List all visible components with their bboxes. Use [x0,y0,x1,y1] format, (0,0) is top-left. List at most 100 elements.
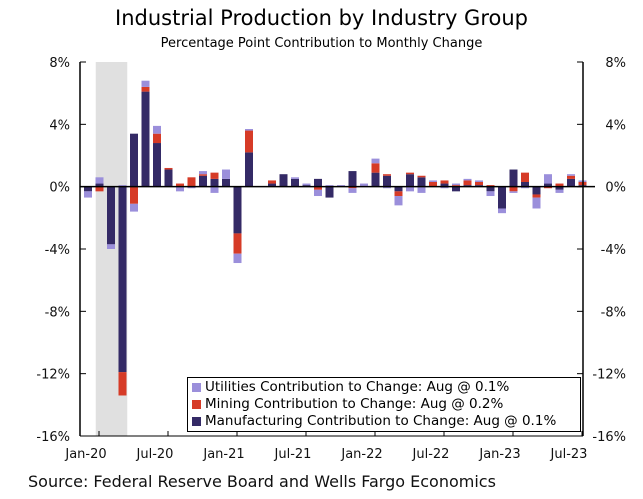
manufacturing-bar [394,186,403,192]
utilities-bar [498,208,506,214]
manufacturing-bar [371,172,380,187]
manufacturing-bar [314,178,322,187]
manufacturing-bar [141,91,150,187]
y-tick-label-left: -12% [36,368,70,383]
manufacturing-bar [348,171,357,187]
mining-bar [544,186,552,189]
source-note: Source: Federal Reserve Board and Wells … [28,472,496,491]
utilities-bar [544,174,552,184]
utilities-bar [463,178,472,181]
utilities-bar [210,186,219,193]
mining-bar [141,86,150,92]
manufacturing-bar [417,177,426,187]
manufacturing-bar [440,183,449,187]
chart-subtitle: Percentage Point Contribution to Monthly… [160,36,483,51]
mining-bar [394,191,403,197]
manufacturing-bar [130,133,138,187]
x-tick-label: Jan-21 [202,447,244,462]
utilities-bar [383,186,391,189]
utilities-bar [107,244,115,249]
manufacturing-bar [452,186,460,192]
mining-bar [532,194,541,198]
y-tick-label-left: -4% [45,243,70,258]
y-tick-label-left: -8% [45,305,70,320]
utilities-bar [233,253,242,264]
y-tick-label-left: -16% [36,430,70,445]
mining-bar [383,174,391,176]
utilities-bar [337,185,345,187]
manufacturing-bar [199,175,207,187]
utilities-bar [325,185,334,187]
legend-label-utilities: Utilities Contribution to Change: Aug @ … [205,379,510,395]
mining-bar [199,174,207,176]
manufacturing-bar [107,186,115,245]
y-tick-label-left: 0% [49,181,70,196]
utilities-bar [567,174,575,176]
mining-bar [130,186,138,204]
manufacturing-bar [279,174,288,187]
utilities-bar [348,188,357,193]
utilities-bar [371,158,380,164]
utilities-bar [176,186,184,192]
utilities-bar [394,196,403,206]
utilities-bar [222,169,230,179]
mining-bar [567,175,575,179]
mining-bar [314,186,322,190]
y-tick-label-right: -8% [601,305,626,320]
y-tick-label-left: 4% [49,118,70,133]
utilities-bar [84,191,92,198]
mining-bar [429,181,437,187]
manufacturing-bar [509,169,518,187]
utilities-bar [130,203,138,212]
mining-bar [475,181,483,186]
x-tick-label: Jul-20 [136,447,174,462]
x-tick-label: Jan-22 [340,447,382,462]
utilities-bar [199,171,207,175]
y-tick-label-right: -4% [601,243,626,258]
utilities-bar [245,129,253,131]
mining-bar [245,130,253,153]
manufacturing-bar [567,178,575,187]
mining-bar [176,183,184,187]
manufacturing-bar [302,185,311,187]
utilities-bar [521,186,529,189]
mining-bar [371,163,380,173]
mining-bar [164,167,173,170]
manufacturing-bar [164,169,173,187]
y-tick-label-right: -16% [592,430,626,445]
manufacturing-bar [544,183,552,187]
x-tick-label: Jan-20 [64,447,106,462]
mining-bar [406,172,414,175]
mining-bar [521,172,529,182]
manufacturing-bar [475,185,483,187]
manufacturing-bar [245,152,253,187]
legend-item-utilities: Utilities Contribution to Change: Aug @ … [192,379,576,396]
manufacturing-bar [291,178,299,187]
utilities-bar [153,125,161,134]
utilities-bar [555,189,564,193]
manufacturing-bar [233,186,242,234]
manufacturing-bar [532,186,541,195]
utilities-bar [141,80,150,87]
legend-label-mining: Mining Contribution to Change: Aug @ 0.2… [205,396,504,412]
mining-bar [452,185,460,187]
x-tick-label: Jul-23 [550,447,588,462]
manufacturing-bar [325,186,334,198]
utilities-bar [417,186,426,193]
utilities-bar [440,186,449,189]
mining-bar [95,186,104,192]
manufacturing-bar [222,178,230,187]
manufacturing-bar [268,183,276,187]
utilities-bar [486,191,495,197]
utilities-bar [314,189,322,197]
x-tick-label: Jul-21 [274,447,312,462]
utilities-bar [118,185,127,187]
legend-label-manufacturing: Manufacturing Contribution to Change: Au… [205,413,557,429]
chart-title: Industrial Production by Industry Group [115,6,528,30]
mining-bar [509,186,518,192]
utilities-bar [187,186,196,189]
mining-bar [463,180,472,186]
y-tick-label-right: 0% [605,181,626,196]
mining-bar [440,180,449,184]
